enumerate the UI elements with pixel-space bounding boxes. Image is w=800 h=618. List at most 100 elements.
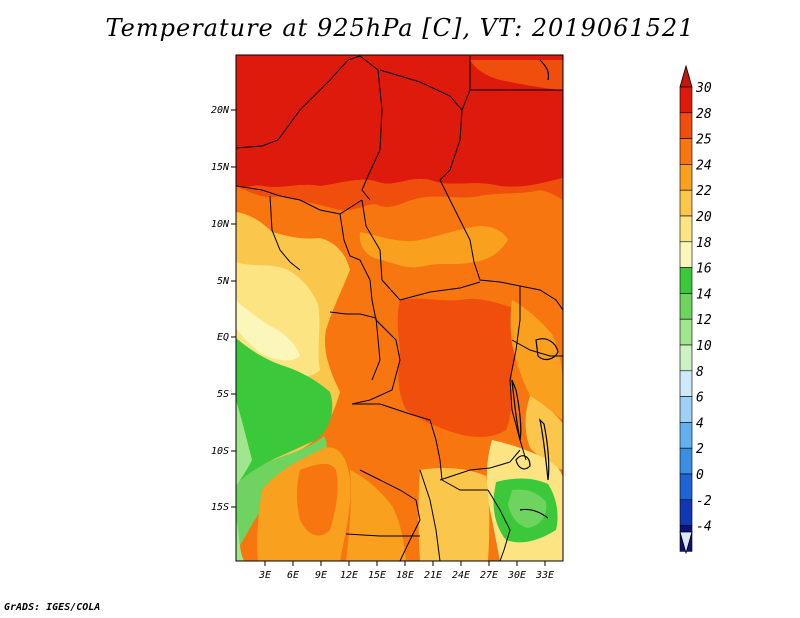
lat-axis: 20N 15N 10N 5N EQ 5S 10S 15S [211, 105, 236, 513]
field-band-24-north-central [359, 226, 508, 268]
field-hot-north [236, 55, 563, 188]
field-band-25-south [297, 463, 338, 536]
colorbar-label: 20 [696, 210, 712, 225]
colorbar-label: 0 [696, 468, 704, 483]
colorbar-cell [679, 86, 693, 114]
border-uganda-kenya [511, 339, 563, 357]
colorbar-label: -4 [696, 520, 712, 535]
field-band-28-north [236, 178, 563, 211]
border-zambia-drc [439, 449, 521, 481]
border-angola-namibia [419, 469, 441, 561]
colorbar-cell [679, 189, 693, 217]
border-niger-chad [359, 55, 383, 201]
border-zambia-zimbabwe [487, 489, 511, 561]
colorbar-label: 10 [696, 339, 712, 354]
colorbar-cell [679, 164, 693, 191]
colorbar-cell [679, 293, 693, 320]
chart-title: Temperature at 925hPa [C], VT: 201906152… [105, 14, 695, 42]
lon-axis: 3E 6E 9E 12E 15E 18E 21E 24E 27E 30E 33E [258, 561, 554, 581]
colorbar-cell [679, 422, 693, 449]
field-band-28-northeast [470, 60, 563, 90]
colorbar-cell [679, 215, 693, 243]
lake-mweru [515, 455, 531, 470]
border-chad-sudan [439, 179, 521, 287]
border-chad-car [361, 199, 401, 301]
lon-label: 3E [258, 570, 271, 581]
lon-label: 24E [452, 570, 470, 581]
colorbar-label: 22 [696, 184, 712, 199]
lon-label: 30E [507, 570, 526, 581]
lon-label: 12E [340, 570, 358, 581]
lat-label: 10N [211, 219, 230, 230]
colorbar-label: 8 [696, 365, 704, 380]
colorbar-cell [679, 370, 693, 397]
country-borders [236, 55, 563, 561]
colorbar-label: 18 [696, 236, 712, 251]
colorbar-cell [679, 267, 693, 294]
field-band-24-east [510, 300, 563, 420]
border-libya-sudan [461, 89, 471, 111]
colorbar-cell [679, 447, 693, 475]
field-band-24-angola [346, 470, 406, 561]
temperature-field [236, 55, 563, 561]
border-algeria-niger [236, 55, 361, 149]
lake-tanganyika [511, 379, 522, 441]
colorbar-label: -2 [696, 494, 712, 509]
lat-label: 10S [211, 446, 229, 457]
lat-label: 15S [211, 502, 229, 513]
colorbar-label: 28 [696, 107, 712, 122]
colorbar-label: 4 [696, 416, 704, 431]
border-gabon-congo [329, 311, 381, 381]
lat-label: 15N [211, 162, 230, 173]
field-band-28-basin [397, 298, 522, 437]
colorbar-cells [679, 86, 693, 552]
lon-label: 33E [535, 570, 554, 581]
lat-label: 5N [217, 276, 230, 287]
colorbar-cell [679, 344, 693, 372]
colorbar-cell [679, 499, 693, 526]
colorbar-label: 12 [696, 313, 712, 328]
colorbar-label: 2 [696, 442, 704, 457]
colorbar-label: 16 [696, 262, 712, 277]
border-benin-nigeria [269, 195, 301, 271]
colorbar-cell [679, 241, 693, 268]
red-sea-coast [539, 59, 550, 81]
lakes [511, 59, 559, 519]
border-car-drc [399, 281, 481, 301]
lon-label: 15E [368, 570, 386, 581]
lon-label: 6E [287, 570, 299, 581]
lake-victoria [535, 338, 559, 361]
colorbar-cap-bottom [679, 531, 693, 555]
lat-label: EQ [217, 332, 229, 343]
border-uganda-north [519, 285, 563, 311]
colorbar-cell [679, 112, 693, 139]
lat-label: 20N [211, 105, 230, 116]
field-band-12-coast [236, 400, 252, 486]
colorbar-cell [679, 473, 693, 501]
field-band-18-west [236, 300, 300, 361]
colorbar-label: 24 [696, 158, 712, 173]
colorbar-label: 14 [696, 287, 712, 302]
map-border [235, 54, 564, 562]
lon-label: 18E [396, 570, 414, 581]
lon-label: 21E [424, 570, 442, 581]
border-angola-zambia [359, 469, 421, 561]
border-nigeria-cameroon [339, 213, 377, 321]
lake-kariba [519, 508, 549, 519]
lon-label: 27E [480, 570, 498, 581]
colorbar-cap-top [679, 64, 693, 88]
field-band-14-southeast [508, 489, 547, 528]
lat-label: 5S [217, 389, 229, 400]
colorbar-cell [679, 318, 693, 346]
field-band-22-east [525, 396, 563, 470]
field-band-22-zambia [418, 468, 490, 561]
colorbar-cell [679, 138, 693, 165]
border-namibia-north [345, 533, 420, 537]
field-band-16-coast [236, 338, 333, 484]
grads-credit: GrADS: IGES/COLA [4, 602, 101, 613]
field-band-12-south [236, 520, 244, 561]
border-drc-angola [352, 403, 488, 491]
lon-label: 9E [315, 570, 327, 581]
border-congo-drc [351, 319, 401, 405]
